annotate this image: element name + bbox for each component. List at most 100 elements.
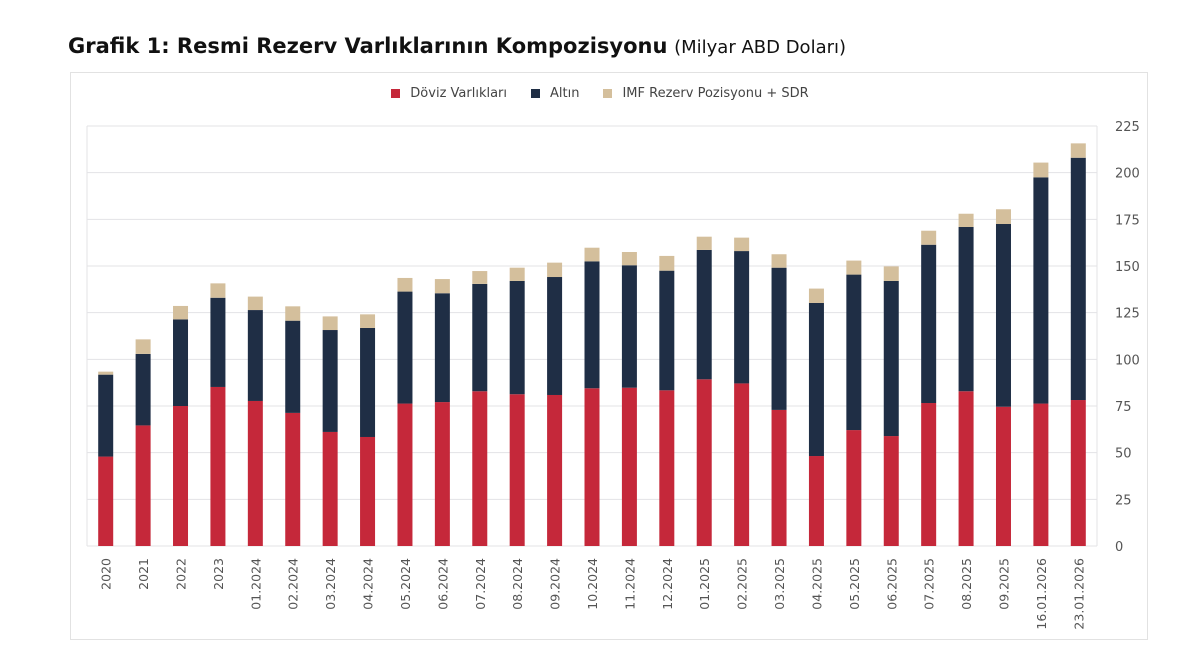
bar-imf (472, 271, 488, 284)
bar-doviz (771, 409, 787, 546)
x-tick-label: 03.2024 (323, 558, 338, 610)
bar-doviz (135, 425, 151, 546)
legend-swatch (391, 89, 401, 98)
bar-doviz (808, 456, 824, 546)
bar-imf (360, 314, 376, 328)
chart-title: Grafik 1: Resmi Rezerv Varlıklarının Kom… (68, 34, 847, 58)
x-tick-label: 09.2025 (996, 558, 1011, 610)
y-tick-label: 25 (1115, 493, 1132, 508)
x-tick-label: 07.2024 (473, 558, 488, 610)
bar-altin (995, 224, 1011, 407)
bar-imf (210, 283, 226, 298)
y-tick-label: 0 (1115, 540, 1123, 555)
y-tick-label: 225 (1115, 120, 1140, 135)
x-tick-label: 2021 (136, 558, 151, 590)
bar-altin (98, 374, 114, 457)
x-tick-label: 02.2025 (735, 558, 750, 610)
bar-altin (135, 353, 151, 426)
bar-doviz (883, 436, 899, 546)
bar-altin (322, 330, 338, 432)
bar-doviz (1033, 403, 1049, 546)
y-tick-label: 125 (1115, 307, 1140, 322)
legend-swatch (531, 89, 541, 98)
x-tick-label: 12.2024 (660, 558, 675, 610)
x-tick-label: 01.2024 (248, 558, 263, 610)
x-tick-label: 2020 (99, 558, 114, 590)
bar-doviz (98, 456, 114, 546)
bar-imf (921, 230, 937, 245)
x-tick-label: 08.2025 (959, 558, 974, 610)
bar-imf (509, 267, 525, 281)
bar-altin (584, 261, 600, 389)
bar-altin (509, 280, 525, 395)
bar-imf (1033, 162, 1049, 178)
bar-imf (958, 213, 974, 227)
bar-imf (247, 296, 263, 311)
bar-altin (921, 244, 937, 404)
legend-label: IMF Rezerv Pozisyonu + SDR (622, 86, 809, 101)
bar-altin (1070, 157, 1086, 401)
x-tick-label: 07.2025 (922, 558, 937, 610)
bar-imf (771, 254, 787, 268)
legend-item: IMF Rezerv Pozisyonu + SDR (603, 86, 809, 101)
y-tick-label: 50 (1115, 447, 1132, 462)
y-tick-label: 75 (1115, 400, 1132, 415)
bar-doviz (247, 400, 263, 546)
x-tick-label: 03.2025 (772, 558, 787, 610)
bar-altin (210, 297, 226, 387)
bar-altin (360, 327, 376, 437)
x-tick-label: 05.2024 (398, 558, 413, 610)
bar-altin (547, 277, 563, 395)
bar-altin (734, 251, 750, 384)
x-tick-label: 02.2024 (286, 558, 301, 610)
bar-imf (995, 209, 1011, 224)
bar-doviz (696, 379, 712, 546)
bar-doviz (173, 406, 189, 546)
bar-altin (883, 280, 899, 437)
x-tick-label: 2023 (211, 558, 226, 590)
y-tick-label: 150 (1115, 260, 1140, 275)
bar-doviz (734, 383, 750, 546)
x-tick-label: 11.2024 (622, 558, 637, 610)
bar-imf (397, 277, 413, 292)
bar-altin (808, 302, 824, 457)
bar-doviz (659, 390, 675, 546)
bar-doviz (846, 430, 862, 546)
bar-altin (247, 310, 263, 401)
bar-imf (434, 279, 450, 294)
bar-imf (734, 237, 750, 252)
bar-imf (1070, 143, 1086, 158)
bar-imf (547, 262, 563, 278)
y-tick-label: 100 (1115, 353, 1140, 368)
bar-doviz (621, 387, 637, 546)
legend-label: Döviz Varlıkları (410, 86, 508, 101)
bar-imf (173, 305, 189, 320)
x-tick-label: 01.2025 (697, 558, 712, 610)
bar-doviz (397, 403, 413, 546)
bar-doviz (509, 394, 525, 546)
bar-altin (696, 249, 712, 380)
bar-doviz (210, 386, 226, 546)
chart-unit: (Milyar ABD Doları) (674, 37, 847, 58)
bar-altin (472, 283, 488, 392)
legend-label: Altın (550, 86, 580, 101)
bar-imf (883, 266, 899, 281)
bar-doviz (285, 412, 301, 546)
bar-doviz (322, 431, 338, 546)
bar-altin (397, 291, 413, 404)
bar-doviz (1070, 400, 1086, 546)
y-tick-label: 175 (1115, 213, 1140, 228)
bar-altin (846, 274, 862, 431)
bar-doviz (958, 391, 974, 546)
x-tick-label: 06.2025 (884, 558, 899, 610)
bar-doviz (584, 388, 600, 546)
x-tick-label: 06.2024 (435, 558, 450, 610)
bar-imf (621, 252, 637, 266)
bar-doviz (434, 402, 450, 546)
bar-altin (285, 320, 301, 413)
x-tick-label: 09.2024 (548, 558, 563, 610)
bar-altin (434, 293, 450, 403)
bar-imf (584, 247, 600, 262)
bar-imf (846, 260, 862, 275)
bar-imf (135, 339, 151, 354)
